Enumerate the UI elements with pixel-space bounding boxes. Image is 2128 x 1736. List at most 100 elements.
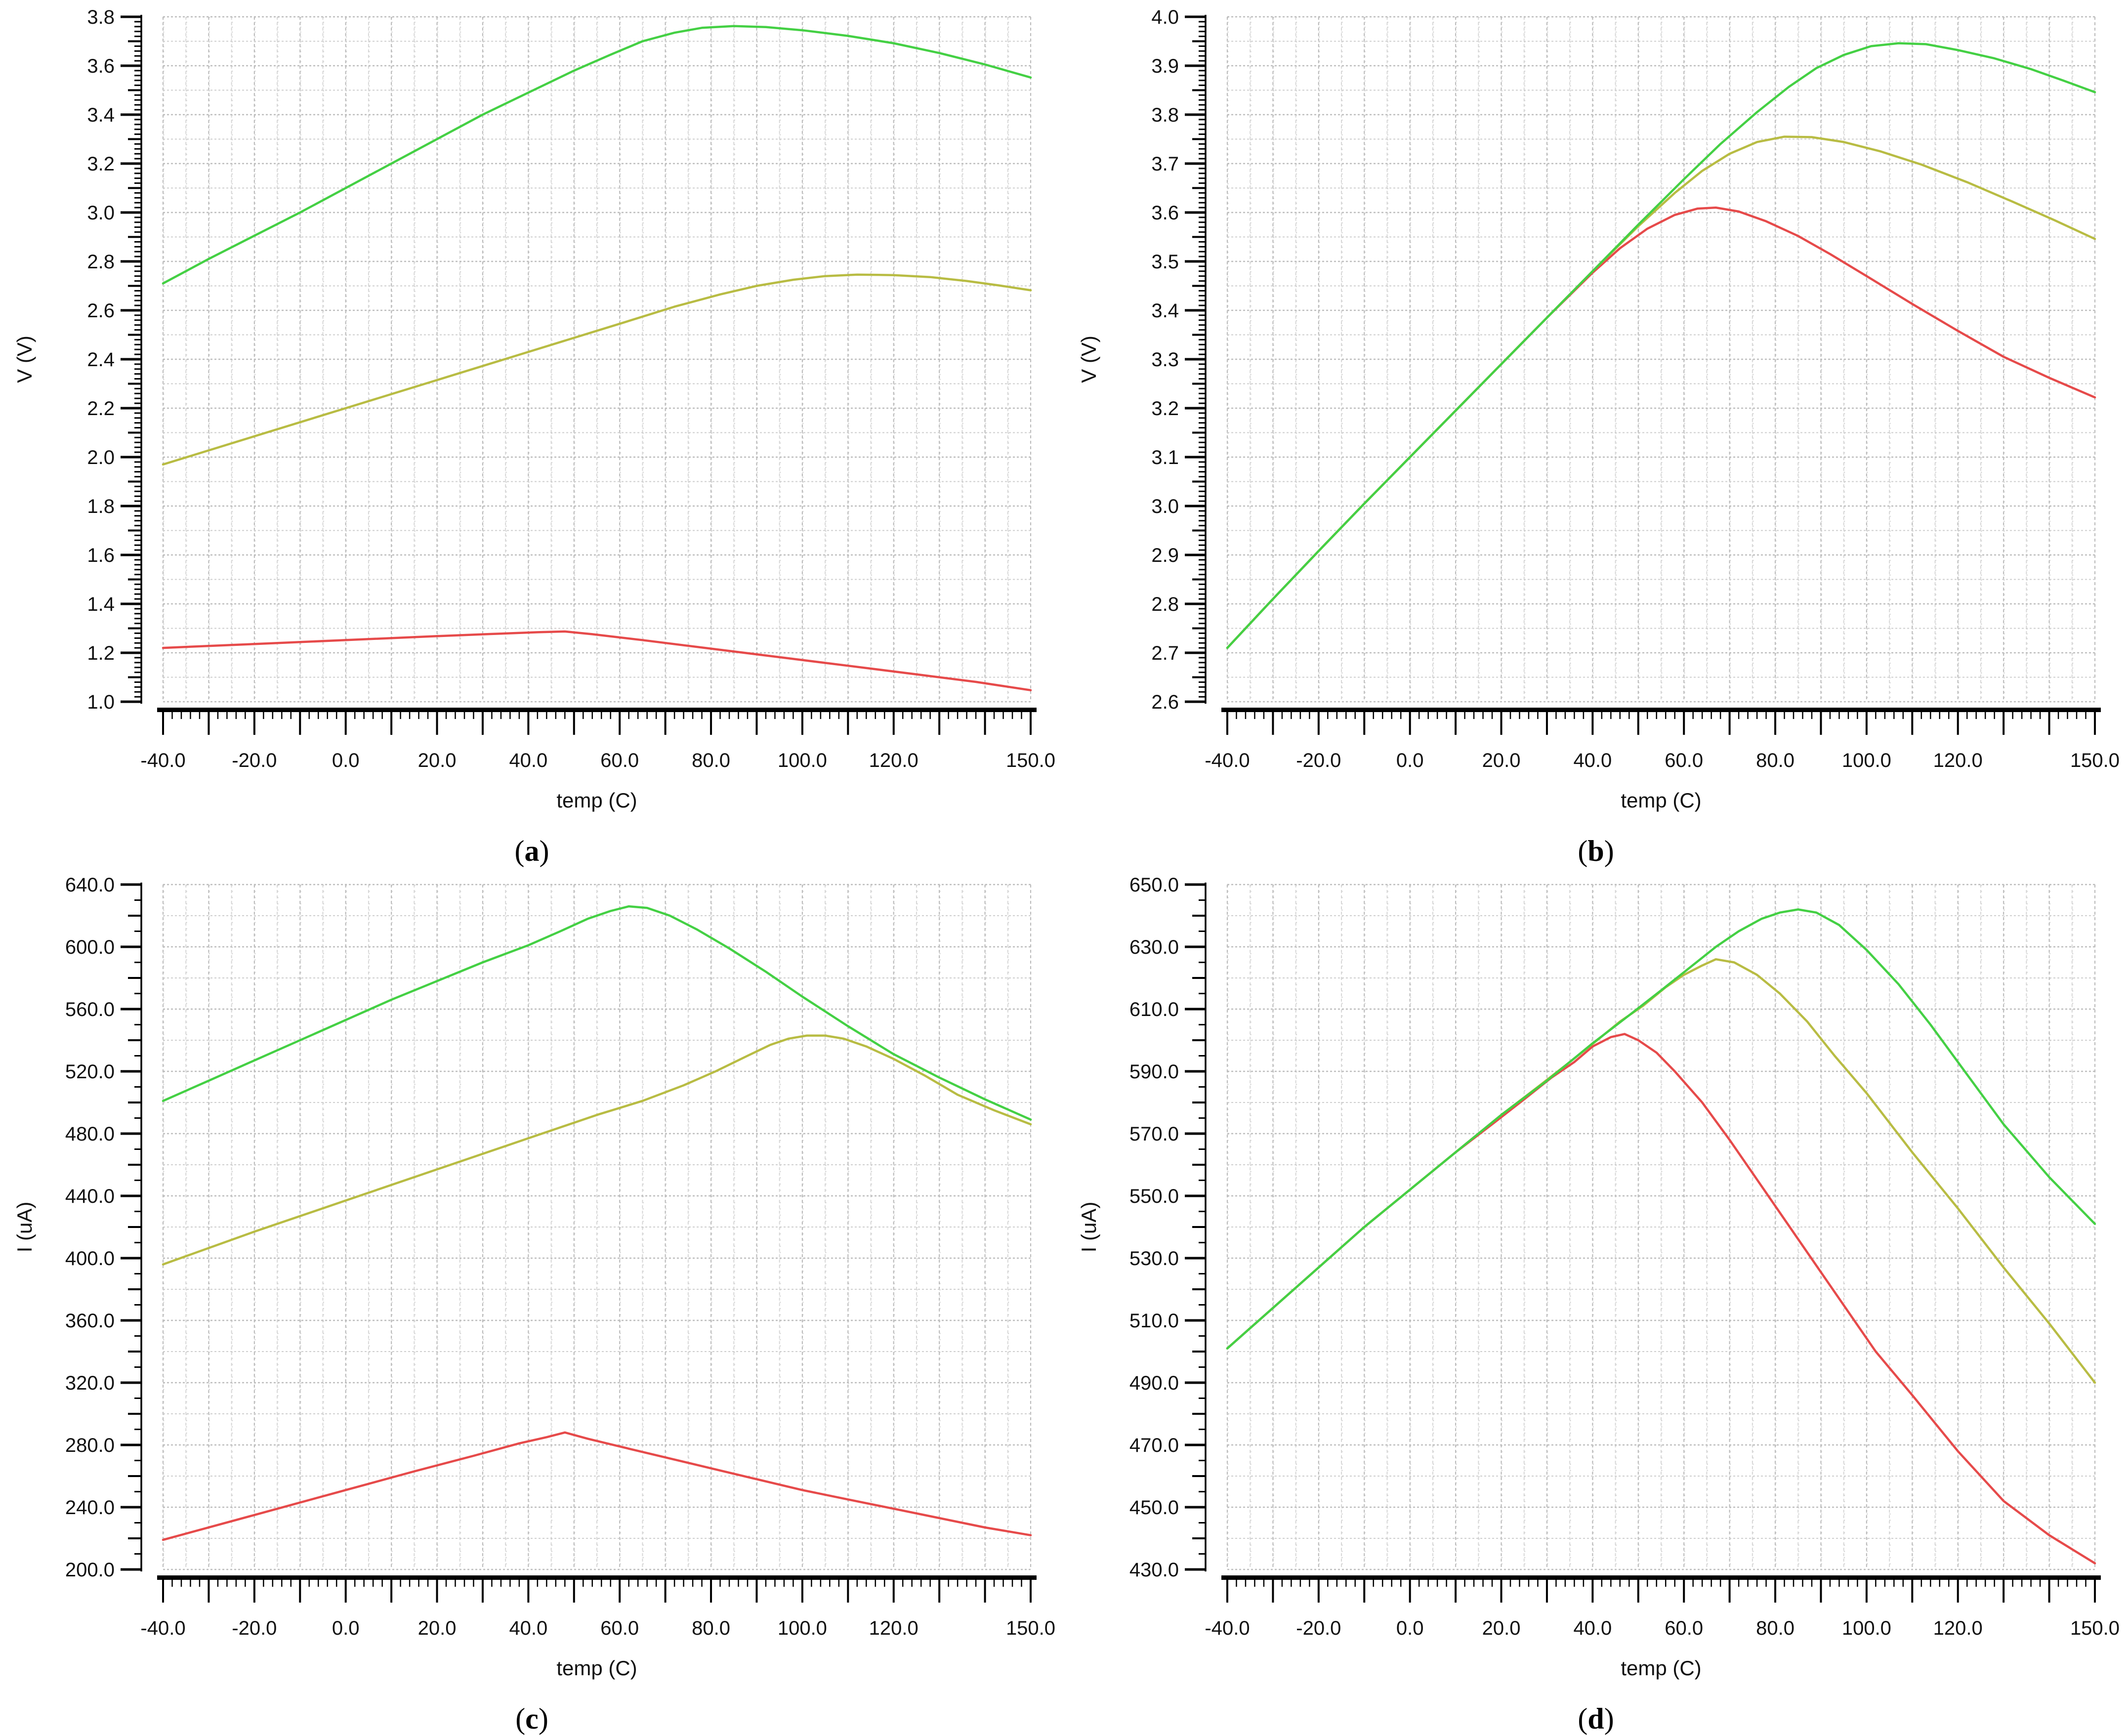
subplot-c: 200.0 240.0 280.0 320.0 360.0 400.0 440.0 480.0… <box>0 868 1064 1736</box>
svg-text:3.9: 3.9 <box>1151 55 1179 77</box>
series-red-line <box>162 630 1032 691</box>
svg-text:3.4: 3.4 <box>87 104 115 126</box>
caption-open-paren: ( <box>515 1702 526 1735</box>
svg-text:80.0: 80.0 <box>692 1617 730 1639</box>
y-tick-labels: 430.0 450.0 470.0 490.0 510.0 530.0 550.0 570.0… <box>1129 874 1178 1581</box>
svg-text:3.6: 3.6 <box>1151 202 1179 224</box>
svg-text:520.0: 520.0 <box>65 1061 115 1083</box>
subplot-a-caption: (a) <box>0 834 1064 868</box>
svg-text:2.6: 2.6 <box>1151 691 1179 713</box>
chart-c-svg: 200.0 240.0 280.0 320.0 360.0 400.0 440.0 480.0… <box>13 874 1055 1680</box>
svg-text:40.0: 40.0 <box>1573 750 1612 771</box>
x-tick-labels: -40.0 -20.0 0.0 20.0 40.0 60.0 80.0 100.0 120.0 1… <box>140 750 1055 771</box>
chart-b-canvas: 2.6 2.7 2.8 2.9 3.0 3.1 3.2 3.3 3.4 3.5 3.6 3.7 3.8 3… <box>1064 0 2128 833</box>
svg-text:40.0: 40.0 <box>509 750 547 771</box>
svg-text:80.0: 80.0 <box>1756 1617 1794 1639</box>
svg-text:120.0: 120.0 <box>1933 750 1982 771</box>
y-axis-ruler <box>121 883 142 1571</box>
subplot-c-caption: (c) <box>0 1702 1064 1736</box>
svg-text:-20.0: -20.0 <box>232 750 277 771</box>
svg-text:570.0: 570.0 <box>1129 1123 1178 1145</box>
series-green-line <box>1226 42 2096 649</box>
svg-text:-20.0: -20.0 <box>232 1617 277 1639</box>
svg-text:490.0: 490.0 <box>1129 1372 1178 1394</box>
svg-text:0.0: 0.0 <box>1396 750 1423 771</box>
svg-text:20.0: 20.0 <box>418 750 457 771</box>
svg-text:-40.0: -40.0 <box>1205 1617 1250 1639</box>
caption-open-paren: ( <box>514 835 525 867</box>
x-axis-ruler <box>1221 708 2101 735</box>
svg-text:430.0: 430.0 <box>1129 1559 1178 1581</box>
svg-text:400.0: 400.0 <box>65 1248 115 1270</box>
svg-text:100.0: 100.0 <box>778 1617 827 1639</box>
chart-c-canvas: 200.0 240.0 280.0 320.0 360.0 400.0 440.0 480.0… <box>0 868 1064 1701</box>
svg-text:2.0: 2.0 <box>87 447 115 468</box>
svg-text:-20.0: -20.0 <box>1296 1617 1341 1639</box>
svg-text:40.0: 40.0 <box>1573 1617 1612 1639</box>
svg-text:3.4: 3.4 <box>1151 300 1179 322</box>
svg-text:150.0: 150.0 <box>1006 750 1055 771</box>
svg-text:150.0: 150.0 <box>2070 750 2119 771</box>
svg-text:550.0: 550.0 <box>1129 1186 1178 1207</box>
svg-text:3.7: 3.7 <box>1151 153 1179 175</box>
caption-open-paren: ( <box>1578 835 1588 867</box>
svg-text:2.2: 2.2 <box>87 398 115 420</box>
chart-d-canvas: 430.0 450.0 470.0 490.0 510.0 530.0 550.0 570.0… <box>1064 868 2128 1701</box>
svg-text:3.8: 3.8 <box>1151 104 1179 126</box>
svg-text:320.0: 320.0 <box>65 1372 115 1394</box>
series-green-line <box>162 905 1032 1121</box>
svg-text:1.4: 1.4 <box>87 593 115 615</box>
svg-text:1.8: 1.8 <box>87 496 115 517</box>
x-axis-ruler <box>157 1575 1037 1603</box>
svg-text:60.0: 60.0 <box>600 750 639 771</box>
series-olive-line <box>162 1034 1032 1266</box>
subplot-d: 430.0 450.0 470.0 490.0 510.0 530.0 550.0 570.0… <box>1064 868 2128 1736</box>
svg-text:2.4: 2.4 <box>87 349 115 371</box>
svg-text:450.0: 450.0 <box>1129 1497 1178 1519</box>
svg-text:3.2: 3.2 <box>1151 398 1179 420</box>
chart-b-svg: 2.6 2.7 2.8 2.9 3.0 3.1 3.2 3.3 3.4 3.5 3.6 3.7 3.8 3… <box>1077 6 2120 812</box>
svg-text:530.0: 530.0 <box>1129 1248 1178 1270</box>
svg-text:3.0: 3.0 <box>1151 496 1179 517</box>
x-axis-title: temp (C) <box>1621 1656 1701 1680</box>
series-red-line <box>162 1431 1032 1541</box>
subplot-a: 1.0 1.2 1.4 1.6 1.8 2.0 2.2 2.4 2.6 2.8 3.0 3.2 3.4 3… <box>0 0 1064 868</box>
x-tick-labels: -40.0 -20.0 0.0 20.0 40.0 60.0 80.0 100.0 120.0 1… <box>1205 1617 2120 1639</box>
svg-text:2.7: 2.7 <box>1151 642 1179 664</box>
caption-letter: d <box>1587 1702 1604 1735</box>
y-axis-title: I (uA) <box>1077 1202 1100 1253</box>
svg-text:0.0: 0.0 <box>332 1617 360 1639</box>
svg-text:280.0: 280.0 <box>65 1435 115 1456</box>
x-axis-title: temp (C) <box>556 1656 637 1680</box>
caption-close-paren: ) <box>1604 835 1614 867</box>
y-tick-labels: 1.0 1.2 1.4 1.6 1.8 2.0 2.2 2.4 2.6 2.8 3.0 3.2 3.4 3… <box>87 6 115 713</box>
y-tick-labels: 200.0 240.0 280.0 320.0 360.0 400.0 440.0 480.0… <box>65 874 115 1581</box>
subplot-d-caption: (d) <box>1064 1702 2128 1736</box>
svg-text:3.5: 3.5 <box>1151 251 1179 273</box>
y-tick-labels: 2.6 2.7 2.8 2.9 3.0 3.1 3.2 3.3 3.4 3.5 3.6 3.7 3.8 3… <box>1151 6 1179 713</box>
svg-text:240.0: 240.0 <box>65 1497 115 1519</box>
svg-text:200.0: 200.0 <box>65 1559 115 1581</box>
chart-d-svg: 430.0 450.0 470.0 490.0 510.0 530.0 550.0 570.0… <box>1077 874 2120 1680</box>
svg-text:600.0: 600.0 <box>65 936 115 958</box>
svg-text:-40.0: -40.0 <box>1205 750 1250 771</box>
svg-text:360.0: 360.0 <box>65 1310 115 1332</box>
svg-text:3.8: 3.8 <box>87 6 115 28</box>
svg-text:80.0: 80.0 <box>1756 750 1794 771</box>
svg-text:150.0: 150.0 <box>1006 1617 1055 1639</box>
svg-text:3.1: 3.1 <box>1151 447 1179 468</box>
subplot-b-caption: (b) <box>1064 834 2128 868</box>
svg-text:0.0: 0.0 <box>1396 1617 1423 1639</box>
svg-text:2.8: 2.8 <box>1151 593 1179 615</box>
svg-text:3.2: 3.2 <box>87 153 115 175</box>
svg-text:100.0: 100.0 <box>1841 750 1891 771</box>
svg-text:1.6: 1.6 <box>87 545 115 566</box>
vertical-gridlines <box>1226 17 2095 702</box>
svg-text:2.8: 2.8 <box>87 251 115 273</box>
svg-text:590.0: 590.0 <box>1129 1061 1178 1083</box>
x-axis-ruler <box>1221 1575 2101 1603</box>
svg-text:120.0: 120.0 <box>869 1617 918 1639</box>
svg-text:3.3: 3.3 <box>1151 349 1179 371</box>
caption-letter: b <box>1587 835 1604 867</box>
svg-text:0.0: 0.0 <box>332 750 360 771</box>
